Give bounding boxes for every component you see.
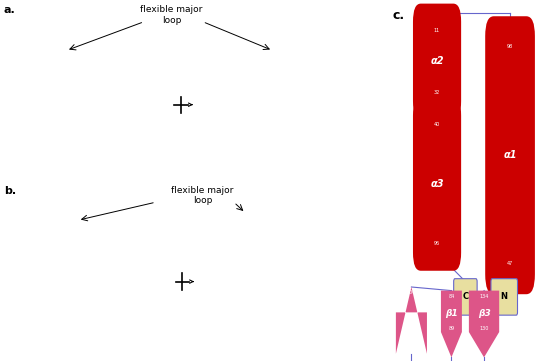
Text: 32: 32	[434, 90, 440, 95]
Text: 130: 130	[480, 326, 489, 331]
Text: 96: 96	[434, 241, 440, 246]
Text: α3: α3	[431, 179, 444, 189]
FancyBboxPatch shape	[413, 97, 461, 271]
Text: 97: 97	[408, 346, 415, 351]
Text: 84: 84	[449, 293, 455, 299]
Text: 11: 11	[434, 28, 440, 33]
Text: 89: 89	[449, 326, 455, 331]
Text: a.: a.	[4, 5, 16, 16]
Text: 47: 47	[507, 261, 513, 266]
Text: α2: α2	[431, 56, 444, 66]
FancyBboxPatch shape	[413, 4, 461, 119]
Text: N: N	[501, 292, 508, 301]
Polygon shape	[441, 291, 462, 357]
Text: α1: α1	[503, 150, 517, 160]
Text: flexible major
loop: flexible major loop	[172, 186, 234, 205]
Polygon shape	[469, 291, 499, 357]
Text: 134: 134	[480, 293, 489, 299]
Text: C: C	[462, 292, 469, 301]
FancyBboxPatch shape	[453, 279, 477, 315]
Text: β2: β2	[405, 316, 418, 325]
Text: 40: 40	[434, 122, 440, 127]
Text: c.: c.	[393, 9, 405, 22]
Text: 98: 98	[507, 44, 513, 49]
Text: β3: β3	[477, 309, 490, 318]
FancyBboxPatch shape	[485, 16, 535, 294]
Text: 100: 100	[407, 290, 416, 295]
Text: flexible major
loop: flexible major loop	[140, 5, 203, 25]
Text: b.: b.	[4, 186, 16, 196]
Text: β1: β1	[445, 309, 458, 318]
FancyBboxPatch shape	[491, 279, 518, 315]
Polygon shape	[396, 287, 427, 354]
